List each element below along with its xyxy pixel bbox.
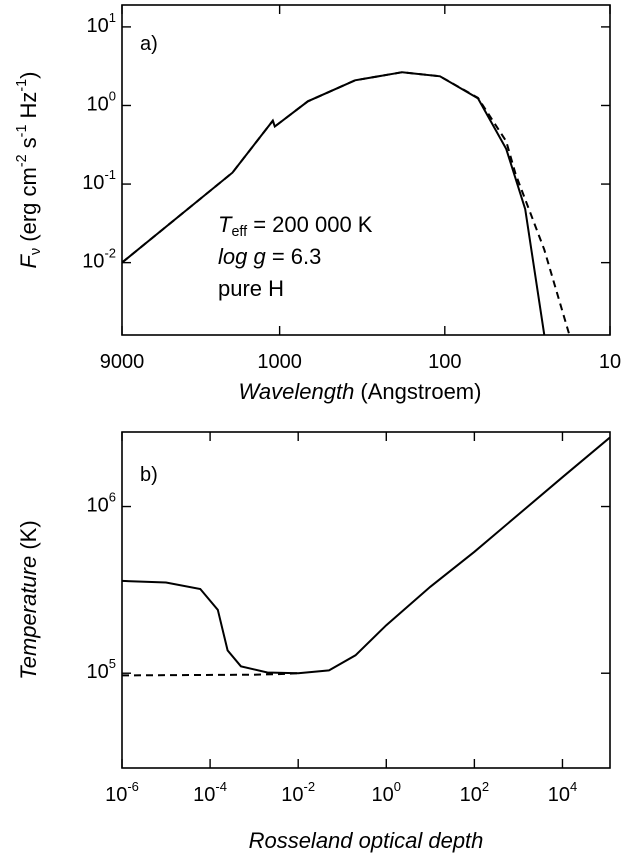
line: [122, 672, 299, 677]
line: [122, 436, 610, 675]
x-tick-label: 104: [548, 779, 577, 806]
line: [122, 71, 571, 335]
y-tick-label: 100: [87, 89, 116, 116]
x-tick-label: 9000: [100, 351, 145, 373]
x-tick-label: 10-4: [193, 779, 227, 806]
x-tick-label: 10-2: [281, 779, 315, 806]
y-tick-label: 105: [87, 657, 116, 684]
annotation: pure H: [218, 276, 284, 301]
panel: 9000 1000 100 10 101 100 10-1 10-2 Wavelength (A…: [14, 4, 621, 404]
x-tick-label: 10-6: [105, 779, 139, 806]
panel-label: b): [140, 464, 158, 486]
annotation: log g = 6.3: [218, 244, 321, 269]
annotation: Teff = 200 000 K: [218, 212, 373, 240]
line: [122, 71, 546, 335]
y-axis-label: Temperature (K): [16, 520, 41, 679]
x-axis-label: Wavelength (Angstroem): [239, 379, 482, 404]
y-tick-label: 106: [87, 490, 116, 517]
plot-frame: [121, 4, 611, 336]
x-tick-label: 10: [599, 351, 621, 373]
y-tick-label: 10-2: [82, 246, 116, 273]
y-axis-label: Fν (erg cm-2 s-1 Hz-1): [14, 72, 44, 269]
y-tick-label: 10-1: [82, 168, 116, 195]
x-tick-label: 102: [460, 779, 489, 806]
plot-frame: [121, 431, 611, 769]
x-tick-label: 100: [372, 779, 401, 806]
x-axis-label: Rosseland optical depth: [249, 828, 484, 853]
x-tick-label: 1000: [257, 351, 302, 373]
panel: 10-6 10-4 10-2 100 102 104 105 106 Rosseland opt…: [16, 431, 611, 853]
y-tick-label: 101: [87, 10, 116, 37]
x-tick-label: 100: [428, 351, 461, 373]
panel-label: a): [140, 33, 158, 55]
